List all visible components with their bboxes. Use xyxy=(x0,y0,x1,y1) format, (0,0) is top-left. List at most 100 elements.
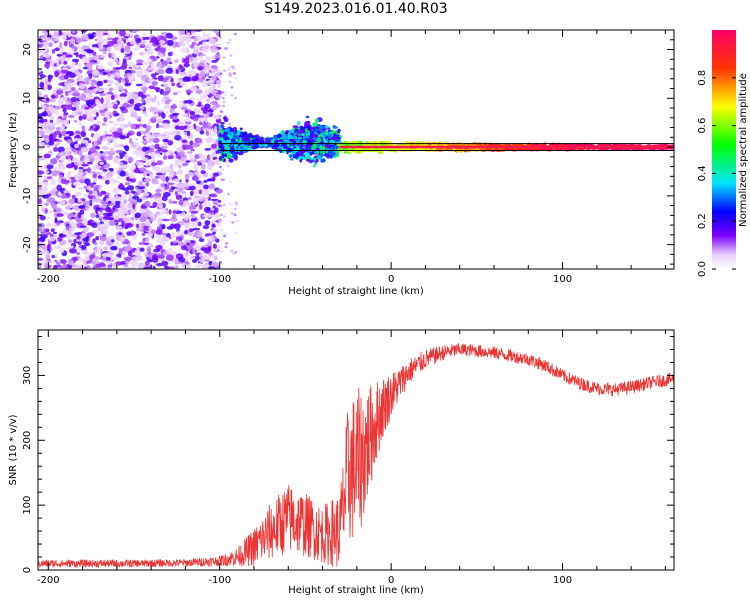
spectrogram-cell xyxy=(81,39,88,42)
spectrogram-cell xyxy=(183,62,190,68)
spectrogram-cell xyxy=(231,65,235,69)
spectrogram-cell xyxy=(168,199,172,204)
spectrogram-cell xyxy=(48,42,53,48)
spectrogram-cell xyxy=(60,194,67,199)
spectrogram-cell xyxy=(107,155,113,161)
spectrogram-cell xyxy=(197,160,201,165)
spectrogram-cell xyxy=(193,44,198,50)
spectrogram-cell xyxy=(199,203,203,210)
spectrogram-cell xyxy=(297,136,302,140)
spectrogram-cell xyxy=(82,194,89,199)
spectrogram-cell xyxy=(317,130,321,135)
spectrogram-cell xyxy=(126,231,132,237)
spectrogram-cell xyxy=(221,153,225,159)
spectrogram-cell xyxy=(101,223,109,227)
spectrogram-cell xyxy=(81,125,85,132)
spectrogram-cell xyxy=(158,53,164,58)
spectrogram-cell xyxy=(190,148,195,152)
spectrogram-cell xyxy=(148,138,156,141)
spectrogram-cell xyxy=(71,30,76,34)
spectrogram-cell xyxy=(215,238,220,243)
spectrogram-cell xyxy=(192,116,199,122)
spectrogram-cell xyxy=(144,154,150,158)
spectrogram-cell xyxy=(151,256,159,263)
spectrogram-cell xyxy=(135,37,142,44)
spectrogram-cell xyxy=(151,161,156,167)
spectrogram-cell xyxy=(226,127,230,133)
spectrogram-cell xyxy=(198,258,205,263)
spectrogram-cell xyxy=(232,72,236,75)
spectrogram-cell xyxy=(234,96,238,100)
spectrogram-cell xyxy=(178,64,183,70)
spectrogram-cell xyxy=(306,147,312,152)
spectrogram-cell xyxy=(124,45,131,52)
spectrogram-cell xyxy=(70,68,79,72)
spectrogram-cell xyxy=(239,127,243,131)
spectrogram-cell xyxy=(111,137,117,143)
spectrogram-cell xyxy=(179,73,185,76)
spectrogram-cell xyxy=(199,115,205,118)
spectrogram-cell xyxy=(290,145,294,149)
spectrogram-cell xyxy=(186,38,191,41)
spectrogram-cell xyxy=(142,111,147,114)
spectrogram-cell xyxy=(163,155,167,160)
spectrogram-cell xyxy=(130,209,134,214)
spectrogram-cell xyxy=(225,47,229,50)
spectrogram-cell xyxy=(102,87,108,92)
spectrogram-cell xyxy=(108,235,115,239)
spectrogram-cell xyxy=(208,59,212,66)
spectrogram-cell xyxy=(200,247,208,251)
spectrogram-cell xyxy=(117,225,123,232)
spectrogram-cell xyxy=(77,212,82,219)
spectrogram-cell xyxy=(68,72,76,78)
spectrogram-cell xyxy=(141,232,146,237)
spectrogram-cell xyxy=(318,125,324,130)
spectrogram-cell xyxy=(95,263,102,269)
spectrogram-cell xyxy=(168,130,177,136)
spectrogram-cell xyxy=(197,66,203,71)
spectrogram-cell xyxy=(232,67,235,71)
spectrogram-cell xyxy=(58,133,62,139)
spectrogram-cell xyxy=(210,65,218,69)
spectrogram-cell xyxy=(186,130,191,137)
spectrogram-cell xyxy=(134,47,138,52)
spectrogram-cell xyxy=(44,216,51,220)
spectrogram-cell xyxy=(265,137,272,141)
spectrogram-cell xyxy=(151,81,158,86)
spectrogram-cell xyxy=(186,244,194,250)
spectrogram-cell xyxy=(140,94,147,99)
spectrogram-cell xyxy=(192,259,198,263)
spectrogram-cell xyxy=(283,135,287,140)
spectrogram-cell xyxy=(157,100,161,107)
spectrogram-cell xyxy=(57,139,62,143)
spectrogram-cell xyxy=(67,139,72,144)
spectrogram-cell xyxy=(134,137,139,141)
spectrogram-cell xyxy=(84,106,90,110)
spectrogram-cell xyxy=(54,47,60,52)
spectrogram-cell xyxy=(211,219,216,224)
spectrogram-cell xyxy=(139,208,147,214)
spectrogram-cell xyxy=(209,86,213,92)
spectrogram-cell xyxy=(69,48,75,52)
spectrogram-cell xyxy=(112,256,120,261)
spectrogram-cell xyxy=(119,162,124,166)
spectrogram-cell xyxy=(125,142,129,146)
spectrogram-cell xyxy=(198,55,203,61)
spectrogram-cell xyxy=(108,87,114,92)
spectrogram-cell xyxy=(87,94,94,100)
spectrogram-cell xyxy=(105,179,110,185)
spectrogram-cell xyxy=(163,192,171,197)
spectrogram-cell xyxy=(97,211,103,215)
spectrogram-cell xyxy=(65,90,69,96)
spectrogram-cell xyxy=(161,112,166,119)
spectrogram-cell xyxy=(176,230,181,237)
spectrogram-cell xyxy=(53,146,59,152)
spectrogram-cell xyxy=(208,240,213,247)
spectrogram-cell xyxy=(194,137,198,143)
spectrogram-cell xyxy=(147,212,155,218)
spectrogram-cell xyxy=(295,152,299,157)
spectrogram-cell xyxy=(101,137,106,142)
spectrogram-cell xyxy=(70,87,76,91)
spectrogram-cell xyxy=(150,36,159,43)
spectrogram-cell xyxy=(86,62,93,68)
